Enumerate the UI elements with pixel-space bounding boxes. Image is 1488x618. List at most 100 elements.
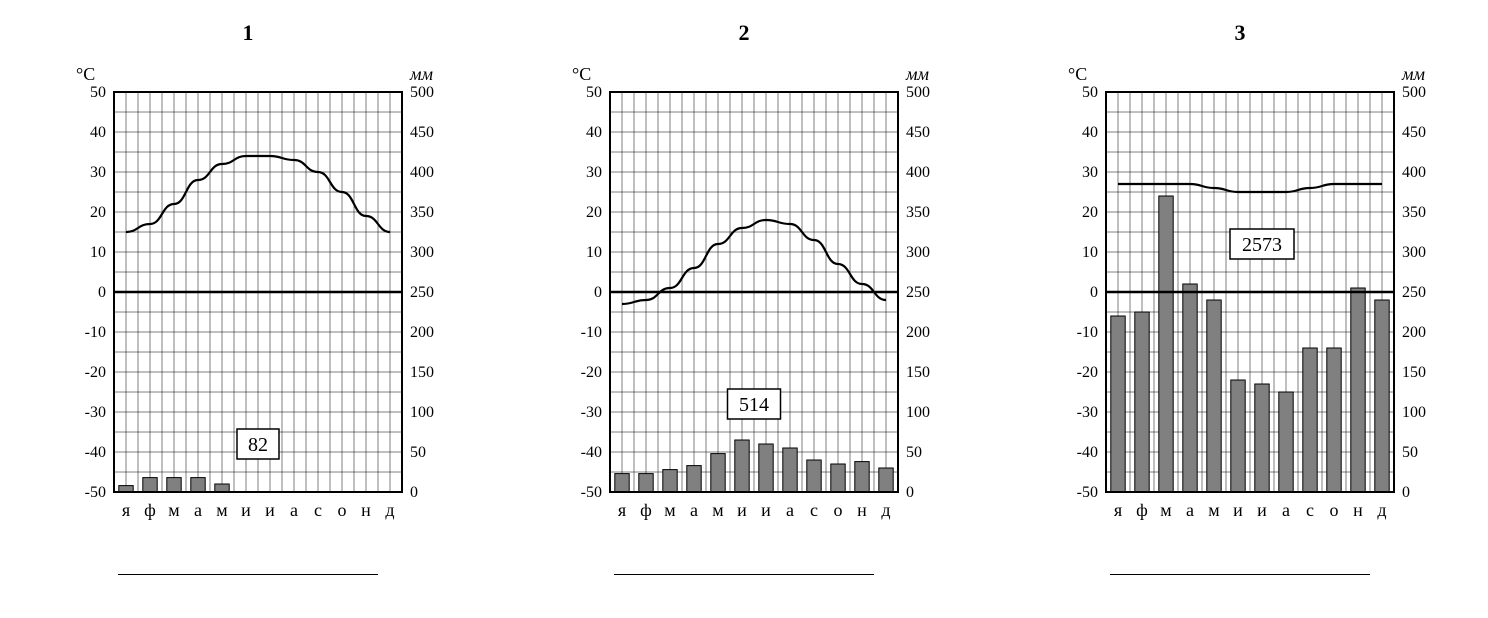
precip-bar xyxy=(1231,380,1245,492)
left-tick-label: -10 xyxy=(581,324,602,341)
month-label: ф xyxy=(1136,500,1148,520)
left-tick-label: -20 xyxy=(1077,364,1098,381)
left-tick-label: 30 xyxy=(1082,164,1098,181)
right-tick-label: 450 xyxy=(410,124,434,141)
left-tick-label: -40 xyxy=(581,444,602,461)
left-tick-label: 0 xyxy=(594,284,602,301)
right-axis-label: мм xyxy=(409,64,433,84)
month-label: ф xyxy=(640,500,652,520)
month-label: н xyxy=(1353,500,1363,520)
answer-line xyxy=(118,574,378,575)
precip-bar xyxy=(711,454,725,492)
precip-bar xyxy=(1351,288,1365,492)
left-tick-label: 50 xyxy=(90,84,106,101)
left-tick-label: -30 xyxy=(85,404,106,421)
right-axis-label: мм xyxy=(905,64,929,84)
chart-panel: 2514°Cмм50403020100-10-20-30-40-50500450… xyxy=(534,20,954,575)
left-tick-label: 50 xyxy=(1082,84,1098,101)
right-tick-label: 350 xyxy=(906,204,930,221)
chart-panel: 182°Cмм50403020100-10-20-30-40-505004504… xyxy=(38,20,458,575)
month-label: я xyxy=(618,500,626,520)
left-tick-label: 30 xyxy=(586,164,602,181)
right-tick-label: 350 xyxy=(410,204,434,221)
left-tick-label: -10 xyxy=(1077,324,1098,341)
month-label: м xyxy=(1208,500,1219,520)
right-tick-label: 0 xyxy=(410,484,418,501)
month-label: м xyxy=(664,500,675,520)
left-tick-label: -50 xyxy=(1077,484,1098,501)
month-label: а xyxy=(290,500,298,520)
month-label: а xyxy=(690,500,698,520)
precip-bar xyxy=(687,466,701,492)
month-label: ф xyxy=(144,500,156,520)
month-label: а xyxy=(1186,500,1194,520)
right-tick-label: 50 xyxy=(410,444,426,461)
right-tick-label: 500 xyxy=(906,84,930,101)
month-label: а xyxy=(786,500,794,520)
right-tick-label: 250 xyxy=(1402,284,1426,301)
right-tick-label: 200 xyxy=(1402,324,1426,341)
precip-bar xyxy=(1327,348,1341,492)
right-tick-label: 100 xyxy=(410,404,434,421)
panel-title: 3 xyxy=(1235,20,1246,46)
left-tick-label: 10 xyxy=(90,244,106,261)
precip-bar xyxy=(1303,348,1317,492)
left-tick-label: 10 xyxy=(586,244,602,261)
left-tick-label: -10 xyxy=(85,324,106,341)
month-label: я xyxy=(122,500,130,520)
left-tick-label: -50 xyxy=(85,484,106,501)
month-label: м xyxy=(1160,500,1171,520)
precip-bar xyxy=(783,448,797,492)
precip-bar xyxy=(663,470,677,492)
month-label: н xyxy=(361,500,371,520)
precip-bar xyxy=(879,468,893,492)
charts-row: 182°Cмм50403020100-10-20-30-40-505004504… xyxy=(20,20,1468,575)
precip-bar xyxy=(1135,312,1149,492)
left-tick-label: 30 xyxy=(90,164,106,181)
right-axis-label: мм xyxy=(1401,64,1425,84)
precip-bar xyxy=(807,460,821,492)
precip-bar xyxy=(831,464,845,492)
right-tick-label: 350 xyxy=(1402,204,1426,221)
left-tick-label: -20 xyxy=(581,364,602,381)
left-tick-label: -30 xyxy=(1077,404,1098,421)
month-label: д xyxy=(1377,500,1386,520)
answer-line xyxy=(614,574,874,575)
precip-bar xyxy=(855,462,869,492)
left-tick-label: 0 xyxy=(1090,284,1098,301)
precip-bar xyxy=(1279,392,1293,492)
precip-bar xyxy=(1207,300,1221,492)
left-tick-label: 20 xyxy=(1082,204,1098,221)
right-tick-label: 50 xyxy=(906,444,922,461)
left-tick-label: 50 xyxy=(586,84,602,101)
annotation-value: 514 xyxy=(739,394,769,416)
left-axis-label: °C xyxy=(1068,64,1087,84)
month-label: о xyxy=(1330,500,1339,520)
left-tick-label: -40 xyxy=(85,444,106,461)
right-tick-label: 100 xyxy=(1402,404,1426,421)
month-label: а xyxy=(194,500,202,520)
precip-bar xyxy=(1159,196,1173,492)
precip-bar xyxy=(191,478,205,492)
right-tick-label: 150 xyxy=(1402,364,1426,381)
right-tick-label: 100 xyxy=(906,404,930,421)
right-tick-label: 200 xyxy=(906,324,930,341)
month-label: и xyxy=(1233,500,1243,520)
month-label: и xyxy=(265,500,275,520)
left-axis-label: °C xyxy=(572,64,591,84)
right-tick-label: 300 xyxy=(906,244,930,261)
chart-panel: 32573°Cмм50403020100-10-20-30-40-5050045… xyxy=(1030,20,1450,575)
precip-bar xyxy=(143,478,157,492)
right-tick-label: 250 xyxy=(410,284,434,301)
left-tick-label: -20 xyxy=(85,364,106,381)
right-tick-label: 50 xyxy=(1402,444,1418,461)
right-tick-label: 0 xyxy=(906,484,914,501)
right-tick-label: 250 xyxy=(906,284,930,301)
month-label: о xyxy=(834,500,843,520)
left-tick-label: 20 xyxy=(586,204,602,221)
left-tick-label: 40 xyxy=(1082,124,1098,141)
right-tick-label: 150 xyxy=(410,364,434,381)
left-tick-label: 20 xyxy=(90,204,106,221)
panel-title: 1 xyxy=(243,20,254,46)
annotation-value: 82 xyxy=(248,434,268,456)
